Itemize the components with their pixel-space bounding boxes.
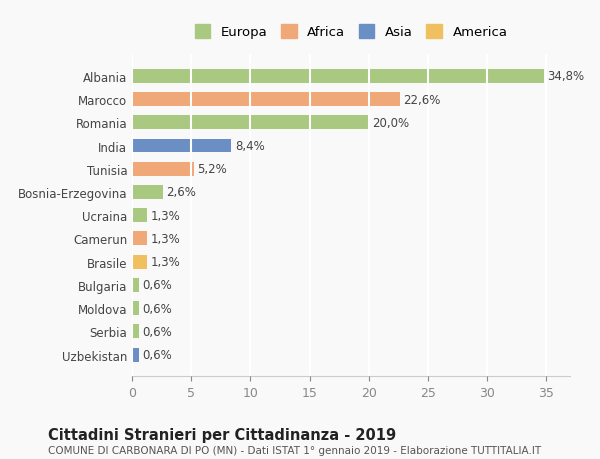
Bar — [132, 325, 139, 339]
Text: 0,6%: 0,6% — [143, 302, 172, 315]
Text: 1,3%: 1,3% — [151, 256, 181, 269]
Text: 2,6%: 2,6% — [166, 186, 196, 199]
Bar — [132, 93, 400, 107]
Text: 8,4%: 8,4% — [235, 140, 265, 153]
Text: Cittadini Stranieri per Cittadinanza - 2019: Cittadini Stranieri per Cittadinanza - 2… — [48, 427, 396, 442]
Text: 34,8%: 34,8% — [548, 70, 584, 83]
Bar — [132, 185, 163, 200]
Text: 22,6%: 22,6% — [403, 93, 440, 106]
Text: 0,6%: 0,6% — [143, 279, 172, 292]
Legend: Europa, Africa, Asia, America: Europa, Africa, Asia, America — [189, 20, 513, 45]
Bar — [132, 162, 194, 176]
Bar — [132, 255, 148, 269]
Text: 0,6%: 0,6% — [143, 325, 172, 338]
Bar — [132, 70, 544, 84]
Bar — [132, 116, 369, 130]
Bar — [132, 278, 139, 292]
Bar — [132, 139, 232, 153]
Text: 20,0%: 20,0% — [373, 117, 409, 129]
Bar — [132, 348, 139, 362]
Text: COMUNE DI CARBONARA DI PO (MN) - Dati ISTAT 1° gennaio 2019 - Elaborazione TUTTI: COMUNE DI CARBONARA DI PO (MN) - Dati IS… — [48, 445, 541, 455]
Bar — [132, 209, 148, 223]
Text: 1,3%: 1,3% — [151, 232, 181, 246]
Text: 1,3%: 1,3% — [151, 209, 181, 222]
Bar — [132, 232, 148, 246]
Text: 5,2%: 5,2% — [197, 163, 227, 176]
Bar — [132, 302, 139, 315]
Text: 0,6%: 0,6% — [143, 348, 172, 361]
